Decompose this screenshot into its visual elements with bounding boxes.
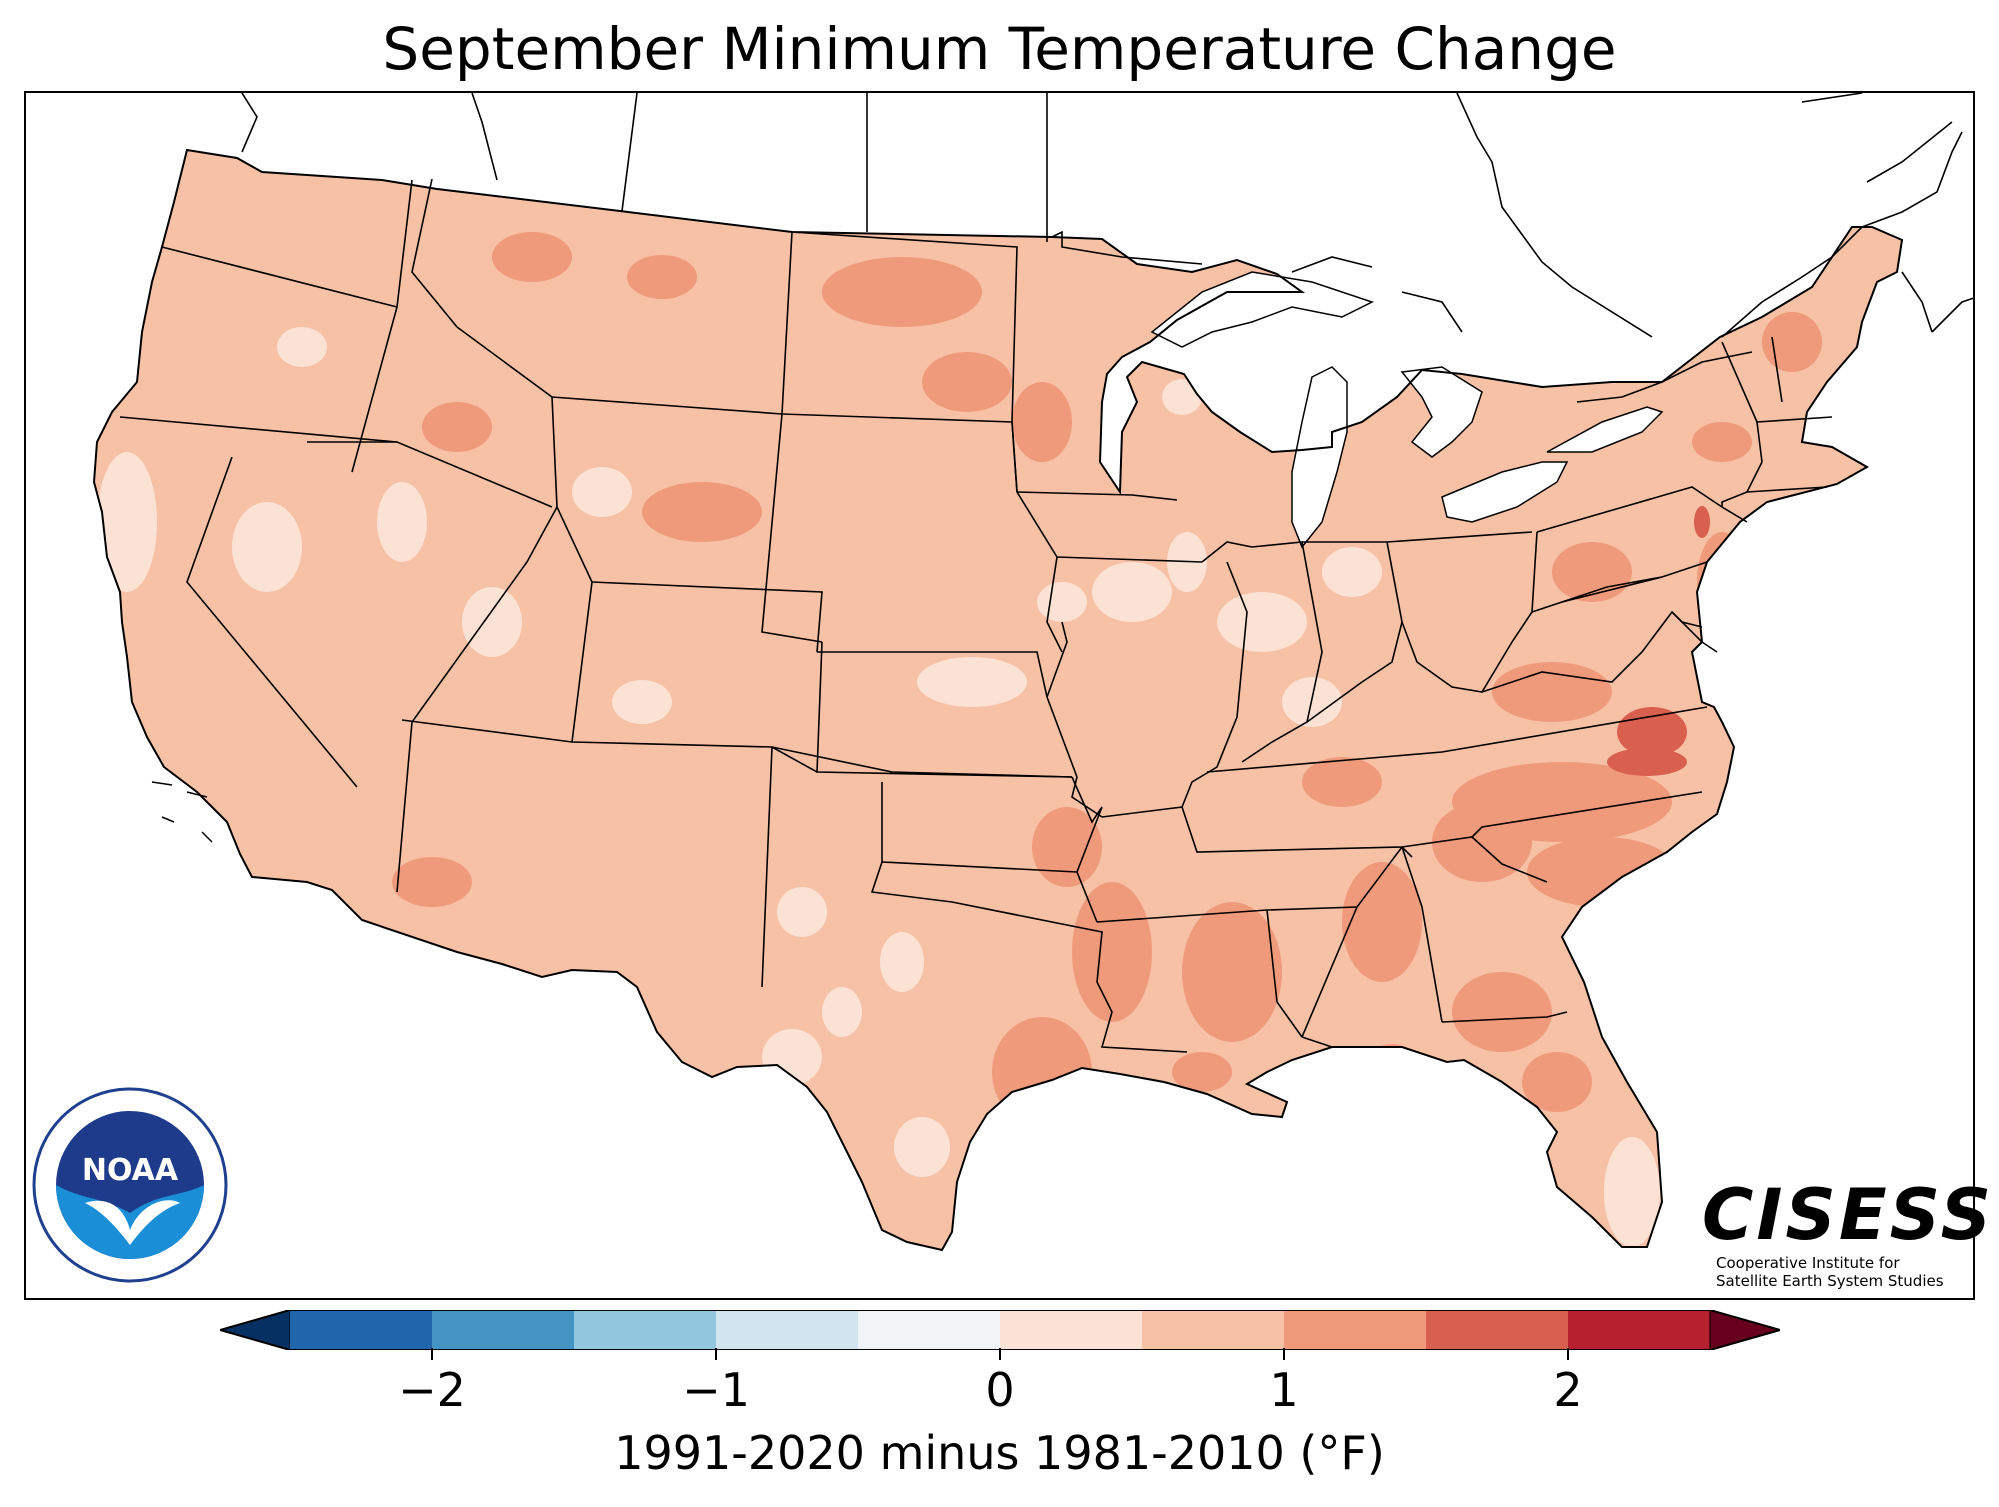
colorbar-tick-mark bbox=[999, 1348, 1001, 1360]
state-boundaries bbox=[119, 178, 1833, 1053]
colorbar-tick-label: 1 bbox=[1269, 1363, 1299, 1417]
map-title: September Minimum Temperature Change bbox=[382, 15, 1617, 83]
colorbar-cell bbox=[574, 1310, 717, 1350]
colorbar bbox=[220, 1310, 1780, 1350]
colorbar-cells bbox=[220, 1310, 1780, 1350]
cisess-line2: Satellite Earth System Studies bbox=[1716, 1272, 1944, 1290]
colorbar-cell bbox=[432, 1310, 575, 1350]
channel-islands bbox=[151, 781, 213, 843]
colorbar-under-arrow bbox=[220, 1310, 291, 1350]
light-anomaly-patches bbox=[97, 327, 1660, 1247]
noaa-logo: NOAA bbox=[30, 1085, 230, 1285]
us-map bbox=[93, 93, 1973, 1251]
cisess-line1: Cooperative Institute for bbox=[1716, 1254, 1900, 1272]
colorbar-tick-label: 2 bbox=[1553, 1363, 1583, 1417]
international-boundaries bbox=[241, 93, 1973, 403]
colorbar-cell bbox=[290, 1310, 433, 1350]
colorbar-cell bbox=[858, 1310, 1001, 1350]
colorbar-cell bbox=[1000, 1310, 1143, 1350]
colorbar-tick-label: −2 bbox=[398, 1363, 466, 1417]
colorbar-label: 1991-2020 minus 1981-2010 (°F) bbox=[614, 1426, 1385, 1480]
colorbar-cell bbox=[1142, 1310, 1285, 1350]
colorbar-cell bbox=[1426, 1310, 1569, 1350]
great-lakes bbox=[1150, 271, 1664, 549]
svg-text:NOAA: NOAA bbox=[82, 1153, 179, 1188]
map-frame bbox=[24, 91, 1975, 1300]
colorbar-cell bbox=[716, 1310, 859, 1350]
colorbar-cell bbox=[1568, 1310, 1711, 1350]
colorbar-tick-mark bbox=[1567, 1348, 1569, 1360]
colorbar-tick-label: −1 bbox=[682, 1363, 750, 1417]
noaa-emblem: NOAA bbox=[32, 1087, 228, 1283]
colorbar-tick-mark bbox=[715, 1348, 717, 1360]
colorbar-over-arrow bbox=[1709, 1310, 1780, 1350]
cisess-name: CISESS bbox=[1702, 1174, 1994, 1256]
colorbar-tick-label: 0 bbox=[985, 1363, 1015, 1417]
colorbar-tick-mark bbox=[431, 1348, 433, 1360]
colorbar-cell bbox=[1284, 1310, 1427, 1350]
cisess-logo: CISESS Cooperative Institute for Satelli… bbox=[1700, 1178, 1991, 1290]
colorbar-tick-mark bbox=[1283, 1348, 1285, 1360]
